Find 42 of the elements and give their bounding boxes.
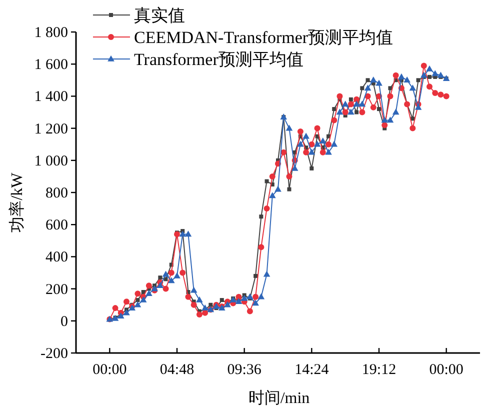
point (332, 107, 336, 112)
y-tick-label: 1 600 (34, 57, 68, 74)
y-tick-label: 0 (60, 314, 68, 330)
legend-label: 真实值 (134, 6, 185, 25)
x-tick-label: 14:24 (294, 362, 330, 378)
y-tick-label: 1 400 (34, 89, 68, 106)
point (416, 78, 420, 82)
x-axis-title: 时间/min (248, 389, 310, 407)
legend-label: Transformer预测平均值 (134, 50, 304, 69)
point (287, 187, 292, 192)
point (348, 97, 353, 102)
y-tick-label: 1 800 (34, 25, 68, 41)
point (164, 277, 168, 282)
y-tick-label: -200 (40, 346, 68, 362)
y-tick-label: 800 (46, 186, 68, 202)
y-tick-label: 1 000 (34, 153, 68, 170)
y-tick-label: 1 200 (34, 121, 68, 138)
x-tick-label: 00:00 (429, 362, 464, 378)
y-tick-label: 200 (46, 282, 68, 298)
point (259, 214, 264, 219)
legend-label: CEEMDAN-Transformer预测平均值 (134, 28, 394, 47)
x-tick-label: 19:12 (362, 362, 396, 378)
y-axis-title: 功率/kW (8, 172, 26, 232)
point (208, 302, 213, 307)
point (141, 290, 146, 294)
point (310, 166, 314, 170)
y-tick-label: 400 (46, 250, 68, 266)
point (428, 74, 432, 79)
x-tick-label: 04:48 (160, 362, 194, 378)
point (360, 86, 364, 90)
point (366, 78, 370, 82)
x-tick-label: 09:36 (227, 362, 262, 378)
x-tick-label: 00:00 (92, 362, 127, 378)
point (136, 298, 140, 302)
point (158, 276, 162, 280)
point (264, 179, 269, 184)
point (254, 274, 258, 278)
y-tick-label: 600 (46, 218, 68, 234)
point (388, 86, 392, 90)
point (377, 107, 381, 112)
point (220, 298, 224, 302)
point (354, 110, 359, 114)
